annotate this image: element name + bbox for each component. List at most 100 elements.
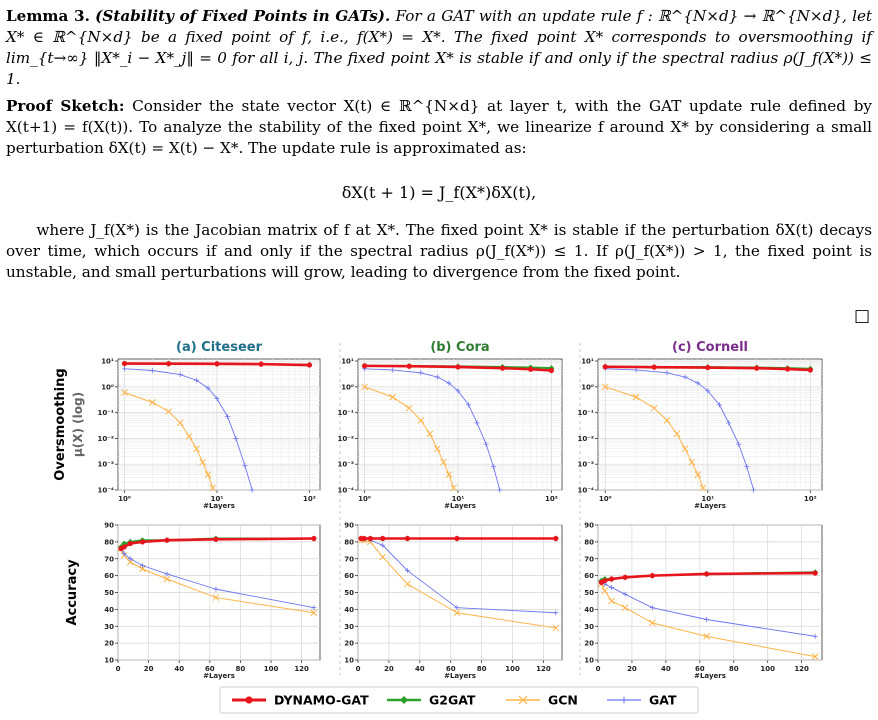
x-tick-label: 80 [236, 665, 246, 673]
point-gat [390, 367, 396, 373]
panel-3: 10⁰ 10¹ 10² 10¹ 10⁰ 10⁻¹ 10⁻² 10⁻³ 10⁻⁴ #Layers (c… [577, 340, 823, 510]
point-gat [127, 556, 133, 562]
point-gat [242, 462, 248, 468]
panel-title: (c) Cornell [672, 340, 748, 355]
lemma-body: For a GAT with an update rule f : ℝ^{N×d… [6, 7, 873, 88]
x-tick-label: 60 [205, 665, 215, 673]
y-tick-label: 90 [104, 522, 114, 530]
point-gat [695, 380, 701, 386]
x-tick-label: 120 [294, 665, 309, 673]
point-gcn [204, 471, 212, 478]
y-tick-label: 10¹ [101, 358, 114, 366]
x-tick-label: 40 [661, 665, 671, 673]
x-tick-label: 60 [446, 665, 456, 673]
point-gat [434, 374, 440, 380]
y-tick-label: 50 [104, 589, 114, 597]
point-dynamo-gat [214, 361, 220, 367]
point-gcn [176, 419, 184, 427]
lemma-3: Lemma 3. (Stability of Fixed Points in G… [6, 6, 872, 90]
x-axis-label: #Layers [203, 502, 235, 510]
y-tick-label: 10⁰ [581, 383, 594, 391]
y-tick-label: 10⁻³ [97, 461, 114, 469]
x-tick-label: 20 [384, 665, 394, 673]
x-tick-label: 0 [116, 665, 121, 673]
point-gat [622, 591, 628, 597]
lemma-label: Lemma 3. [6, 7, 90, 25]
y-tick-label: 10 [344, 657, 354, 665]
panel-title: (b) Cora [430, 340, 489, 355]
point-gat [736, 441, 742, 447]
y-tick-label: 40 [344, 606, 354, 614]
point-gat [164, 571, 170, 577]
x-tick-label: 60 [695, 665, 705, 673]
point-dynamo-gat [602, 364, 608, 370]
point-gcn [453, 609, 461, 617]
point-dynamo-gat [705, 364, 711, 371]
legend-label: GCN [548, 693, 578, 708]
x-tick-label: 10¹ [452, 495, 465, 503]
y-tick-label: 70 [584, 555, 594, 563]
point-gcn [405, 404, 413, 412]
x-tick-label: 10² [804, 495, 817, 503]
point-dynamo-gat [306, 362, 313, 368]
point-gat [225, 414, 231, 420]
point-dynamo-gat [454, 535, 460, 542]
proof-label: Proof Sketch: [6, 97, 125, 115]
point-gcn [811, 653, 819, 660]
point-gcn [681, 445, 689, 453]
x-tick-label: 10⁰ [599, 495, 612, 503]
point-gat [177, 372, 183, 378]
x-axis-label: #Layers [444, 502, 476, 510]
point-dynamo-gat [380, 535, 386, 542]
y-tick-label: 10⁻³ [577, 461, 594, 469]
y-tick-label: 60 [104, 572, 114, 580]
point-gcn [193, 445, 200, 453]
point-gcn [433, 445, 441, 453]
point-gat [609, 584, 615, 590]
series-group [118, 535, 318, 617]
point-dynamo-gat [651, 364, 657, 370]
point-dynamo-gat [406, 363, 412, 369]
series-line-dynamo-gat [605, 365, 811, 372]
plot-area [357, 358, 563, 491]
y-tick-label: 70 [344, 555, 354, 563]
y-tick-label: 40 [584, 606, 594, 614]
point-dynamo-gat [602, 578, 608, 584]
point-gcn [417, 417, 425, 424]
point-dynamo-gat [608, 576, 615, 582]
point-gcn [310, 609, 318, 617]
point-dynamo-gat [553, 535, 559, 542]
y-tick-label: 10⁻¹ [337, 409, 354, 417]
x-tick-label: 120 [794, 665, 809, 673]
point-gat [682, 374, 688, 380]
point-gcn [149, 399, 156, 406]
panel-title: (a) Citeseer [176, 340, 263, 355]
legend: DYNAMO-GAT G2GAT GCN GAT [219, 686, 699, 714]
x-tick-label: 100 [760, 665, 775, 673]
point-gat [446, 380, 452, 386]
point-gcn [699, 484, 707, 492]
point-gcn [199, 458, 207, 466]
point-gcn [688, 458, 696, 466]
y-tick-label: 10⁻¹ [97, 409, 114, 417]
point-gat [122, 366, 128, 372]
point-gat [233, 435, 239, 441]
point-dynamo-gat [361, 363, 368, 369]
y-tick-label: 90 [344, 522, 354, 530]
y-tick-label: 10⁻⁴ [97, 487, 114, 495]
point-gat [705, 388, 711, 394]
series-group [598, 569, 819, 660]
x-tick-label: 0 [356, 665, 361, 673]
legend-label: GAT [649, 693, 677, 708]
point-gat [418, 370, 424, 376]
point-gcn [426, 430, 434, 438]
point-gat [490, 464, 496, 470]
plot-area [597, 358, 823, 491]
point-gcn [404, 580, 411, 588]
row-label-oversmoothing: Oversmoothing [53, 368, 68, 480]
y-tick-label: 10 [104, 657, 114, 665]
point-gcn [121, 389, 128, 396]
point-gat [213, 586, 219, 592]
point-gat [704, 617, 710, 622]
point-dynamo-gat [367, 535, 373, 542]
